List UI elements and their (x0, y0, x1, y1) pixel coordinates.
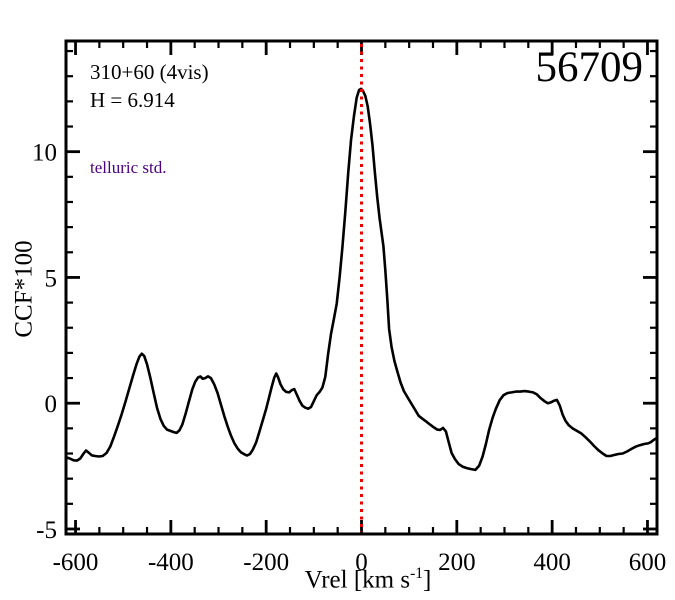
x-tick-label: -200 (243, 549, 289, 576)
x-tick-label: 600 (629, 549, 667, 576)
x-tick-label: 200 (438, 549, 476, 576)
y-tick-label: 10 (32, 140, 57, 167)
x-tick-label: -600 (53, 549, 99, 576)
x-tick-label: -400 (148, 549, 194, 576)
y-tick-label: 5 (45, 265, 58, 292)
y-tick-label: 0 (45, 391, 58, 418)
y-axis-title: CCF*100 (10, 240, 38, 338)
ccf-curve (64, 87, 659, 472)
x-axis-title: Vrel [km s-1] (304, 565, 432, 594)
x-axis-title-close: ] (423, 566, 432, 594)
target-label: 310+60 (4vis) (90, 60, 209, 84)
telluric-standard-label: telluric std. (90, 158, 167, 177)
axis-frame (64, 39, 659, 536)
y-tick-label: -5 (36, 517, 57, 544)
x-tick-label: 0 (355, 549, 368, 576)
x-tick-label: 400 (533, 549, 571, 576)
h-magnitude-label: H = 6.914 (90, 88, 175, 112)
x-axis-title-exponent: -1 (410, 565, 424, 582)
epoch-title: 56709 (535, 44, 644, 91)
x-axis-title-main: Vrel [km s (304, 566, 411, 594)
